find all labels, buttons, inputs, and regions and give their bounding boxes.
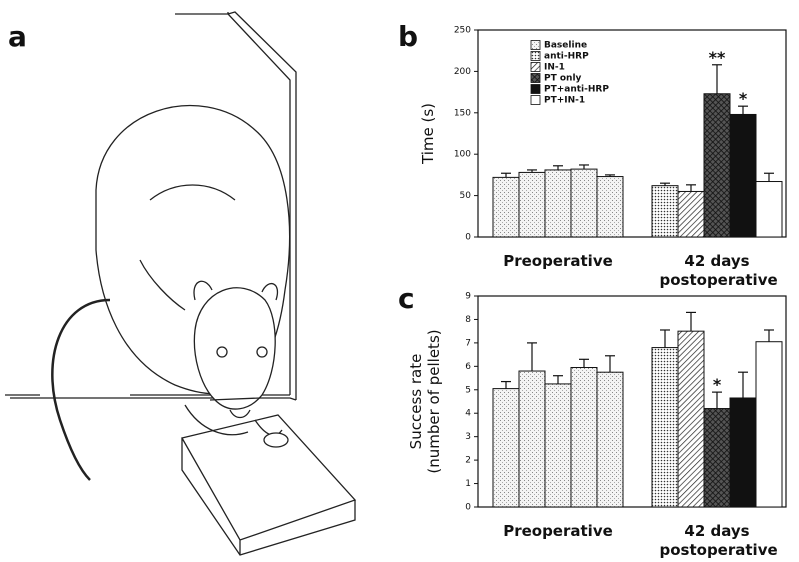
x-category: 42 days postoperative (659, 252, 778, 289)
legend-swatch (530, 62, 541, 72)
bar (703, 408, 731, 508)
y-tick-label: 100 (454, 150, 471, 160)
bar (729, 397, 757, 508)
plot-frame (477, 295, 787, 508)
y-tick-label: 8 (465, 315, 471, 325)
bar (492, 176, 520, 238)
bar (703, 93, 731, 238)
legend-label: PT only (544, 74, 582, 84)
plot-frame (477, 29, 787, 238)
y-tick-label: 9 (465, 292, 471, 302)
bar (570, 168, 598, 238)
x-category-label: 42 days postoperative (659, 522, 778, 559)
bar (570, 367, 598, 508)
rat-illustration (5, 11, 357, 556)
y-tick-label: 1 (465, 479, 471, 489)
bar (544, 383, 572, 508)
bar (755, 181, 783, 238)
y-axis-label: Success rate (407, 354, 425, 450)
y-tick-label: 0 (465, 503, 471, 513)
x-category: Preoperative (503, 522, 613, 540)
bar (651, 185, 679, 238)
panel-label: b (398, 20, 418, 53)
legend-label: PT+anti-HRP (544, 85, 609, 95)
legend-swatch (530, 51, 541, 61)
legend-swatch (530, 40, 541, 50)
y-tick-label: 7 (465, 338, 471, 348)
bar (492, 388, 520, 508)
bar (677, 190, 705, 238)
x-category: 42 days postoperative (659, 522, 778, 559)
bar (518, 171, 546, 238)
y-axis-label: (number of pellets) (425, 329, 443, 473)
bar (518, 370, 546, 508)
y-tick-label: 5 (465, 385, 471, 395)
x-category: Preoperative (503, 252, 613, 270)
legend-label: PT+IN-1 (544, 96, 585, 106)
legend-swatch (530, 73, 541, 83)
x-category-label: 42 days postoperative (659, 252, 778, 289)
annotation: * (739, 89, 748, 108)
bar (677, 330, 705, 508)
y-tick-label: 2 (465, 456, 471, 466)
x-category-label: Preoperative (503, 522, 613, 540)
panel-label: a (8, 20, 27, 53)
annotation: * (713, 375, 722, 394)
legend-label: anti-HRP (544, 52, 589, 62)
bar (596, 371, 624, 508)
legend-label: Baseline (544, 41, 587, 51)
legend-swatch (530, 95, 541, 105)
y-tick-label: 0 (465, 233, 471, 243)
annotation: ** (709, 48, 726, 67)
y-tick-label: 50 (460, 191, 472, 201)
bar (651, 347, 679, 508)
y-tick-label: 150 (454, 108, 471, 118)
bar (755, 341, 783, 508)
y-tick-label: 200 (454, 67, 471, 77)
panel-label: c (398, 282, 415, 315)
bar (729, 113, 757, 238)
x-category-label: Preoperative (503, 252, 613, 270)
y-tick-label: 250 (454, 26, 471, 36)
y-tick-label: 6 (465, 362, 471, 372)
bar (596, 176, 624, 238)
y-tick-label: 3 (465, 432, 471, 442)
bar (544, 169, 572, 238)
legend-label: IN-1 (544, 63, 565, 73)
legend-swatch (530, 84, 541, 94)
y-axis-label: Time (s) (419, 103, 437, 165)
y-tick-label: 4 (465, 409, 471, 419)
